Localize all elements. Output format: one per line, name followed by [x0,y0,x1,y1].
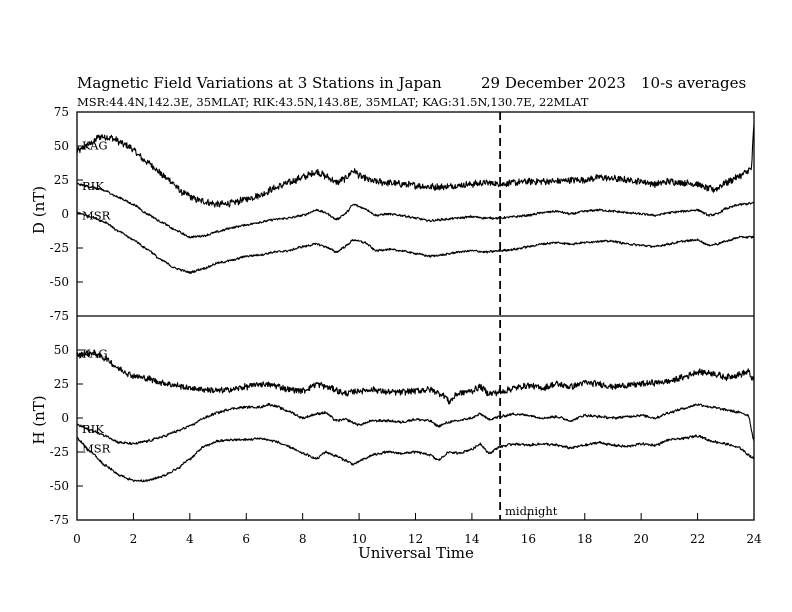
x-tick-label: 20 [634,532,649,546]
h-station-label-msr: MSR [82,441,111,455]
y-tick-label: 50 [54,343,69,357]
d-station-label-rik: RIK [82,179,104,193]
averaging-label: 10-s averages [641,74,746,92]
d-station-label-msr: MSR [82,209,111,223]
x-tick-label: 4 [186,532,194,546]
y-tick-label: 75 [54,105,69,119]
midnight-annotation: midnight [505,504,558,518]
x-tick-label: 10 [351,532,366,546]
x-axis-label: Universal Time [358,544,474,562]
x-tick-label: 0 [73,532,81,546]
x-tick-label: 14 [464,532,480,546]
station-coordinates: MSR:44.4N,142.3E, 35MLAT; RIK:43.5N,143.… [77,95,589,109]
x-tick-label: 18 [577,532,592,546]
y-tick-label: -50 [50,275,69,289]
x-tick-label: 8 [299,532,307,546]
d-series-msr [76,211,755,274]
x-tick-label: 16 [521,532,536,546]
y-tick-label: -25 [50,445,69,459]
y-tick-label: 0 [61,411,69,425]
chart-date: 29 December 2023 [481,74,626,92]
d-panel-ylabel: D (nT) [30,186,48,234]
h-series-msr [76,434,755,483]
y-tick-label: 50 [54,139,69,153]
x-tick-label: 6 [242,532,250,546]
h-series-kag [76,350,755,405]
d-series-rik [76,182,755,239]
d-series-kag [76,124,755,208]
chart-title: Magnetic Field Variations at 3 Stations … [77,74,442,92]
y-tick-label: -75 [50,309,69,323]
y-tick-label: -25 [50,241,69,255]
h-series-rik [76,402,755,446]
y-tick-label: 25 [54,173,69,187]
x-tick-label: 2 [130,532,138,546]
y-tick-label: 25 [54,377,69,391]
d-station-label-kag: KAG [82,138,108,152]
x-tick-label: 22 [690,532,705,546]
h-station-label-rik: RIK [82,422,104,436]
y-tick-label: 0 [61,207,69,221]
y-tick-label: -50 [50,479,69,493]
h-panel-ylabel: H (nT) [30,395,48,444]
x-tick-label: 24 [746,532,762,546]
h-station-label-kag: KAG [82,346,108,360]
y-tick-label: -75 [50,513,69,527]
x-tick-label: 12 [408,532,423,546]
